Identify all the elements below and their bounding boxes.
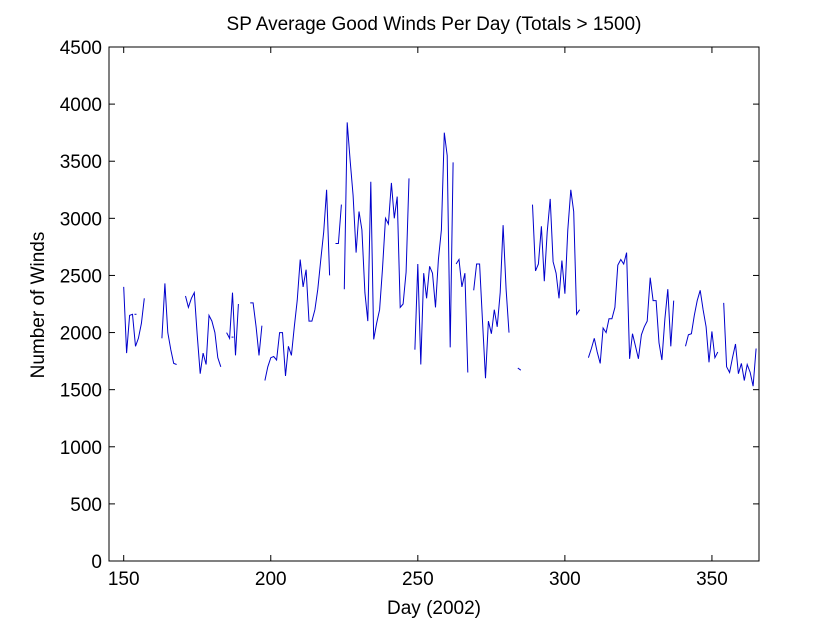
y-axis: 0 500 1000 1500 2000 2500 3000 3500 4000 4500	[60, 38, 759, 573]
y-tick-label: 4000	[60, 95, 102, 116]
y-tick-label: 1000	[60, 438, 102, 459]
x-axis-title: Day (2002)	[387, 598, 481, 619]
series-line-segment	[123, 286, 145, 354]
x-axis: 150 200 250 300 350	[108, 47, 728, 590]
y-tick-label: 3000	[60, 209, 102, 230]
y-tick-label: 1500	[60, 381, 102, 402]
x-tick-label: 200	[255, 569, 287, 590]
x-tick-label: 250	[402, 569, 434, 590]
series-line-segment	[685, 290, 719, 363]
y-tick-label: 500	[70, 495, 102, 516]
y-tick-label: 2000	[60, 324, 102, 345]
x-tick-label: 350	[696, 569, 728, 590]
series-line-segment	[264, 189, 331, 381]
series-line-segment	[226, 292, 239, 356]
series-line-segment	[335, 204, 342, 244]
series-line-segment	[587, 252, 675, 364]
y-tick-label: 0	[91, 552, 102, 573]
series-line-segment	[532, 189, 581, 316]
series-line-segment	[250, 302, 263, 356]
y-tick-label: 2500	[60, 266, 102, 287]
chart-title: SP Average Good Winds Per Day (Totals > …	[227, 14, 642, 35]
y-tick-label: 3500	[60, 152, 102, 173]
series-line-segment	[343, 122, 410, 340]
y-tick-label: 4500	[60, 38, 102, 59]
x-tick-label: 300	[549, 569, 581, 590]
series-line-segment	[473, 225, 510, 379]
series-line-segment	[185, 290, 222, 374]
x-tick-label: 150	[108, 569, 140, 590]
data-series	[123, 122, 757, 387]
y-axis-title: Number of Winds	[28, 232, 49, 379]
series-line-segment	[517, 367, 522, 371]
plot-area	[108, 46, 760, 562]
series-line-segment	[161, 283, 177, 365]
series-line-segment	[455, 258, 469, 373]
series-line-segment	[723, 302, 757, 387]
series-line-segment	[414, 132, 454, 365]
